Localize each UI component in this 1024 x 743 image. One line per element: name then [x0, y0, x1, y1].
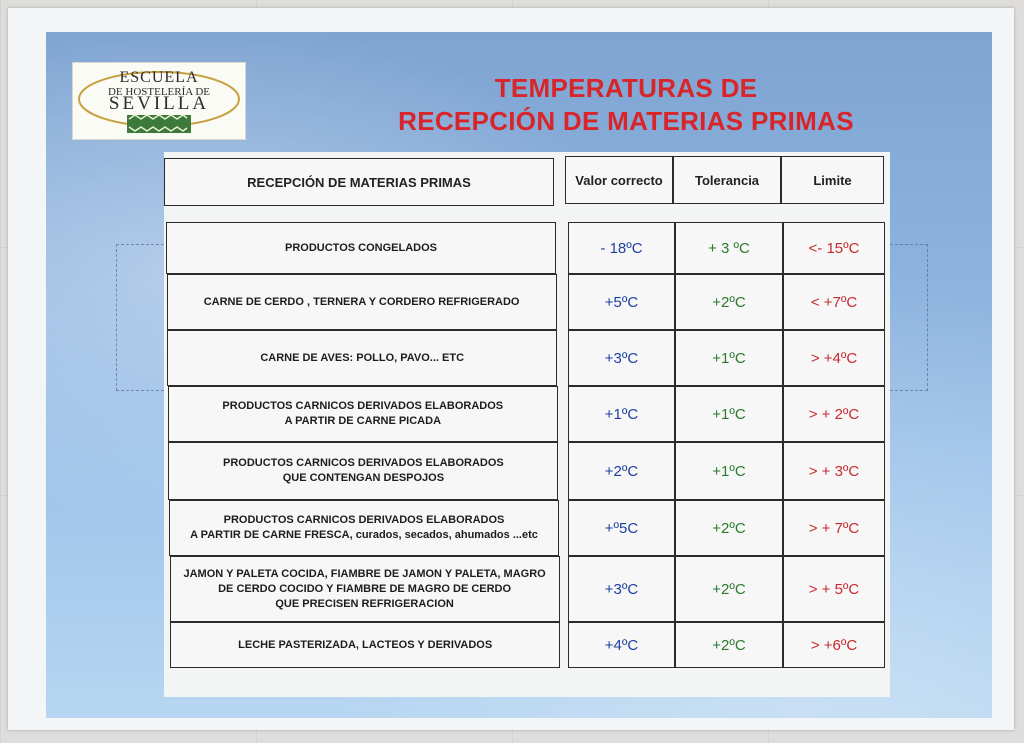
header-limit: Limite	[781, 156, 884, 204]
product-text-line: JAMON Y PALETA COCIDA, FIAMBRE DE JAMON …	[183, 567, 546, 580]
table-row-tolerance-value: +2ºC	[675, 500, 783, 556]
product-text-line: A PARTIR DE CARNE PICADA	[284, 415, 442, 427]
table-row-correct-value: - 18ºC	[568, 222, 675, 274]
logo-text-line3: SEVILLA	[108, 93, 210, 114]
header-correct-value: Valor correcto	[565, 156, 673, 204]
table-row-tolerance-value: +1ºC	[675, 330, 783, 386]
table-row-limit-value: > +4ºC	[783, 330, 885, 386]
table-row-product: PRODUCTOS CARNICOS DERIVADOS ELABORADOS Q…	[168, 442, 559, 500]
table-row-tolerance-value: +1ºC	[675, 442, 783, 500]
table-row-tolerance-value: +1ºC	[675, 386, 783, 442]
table-row-tolerance-value: + 3 ºC	[675, 222, 783, 274]
table-row-limit-value: > + 3ºC	[783, 442, 885, 500]
logo-emblem-icon	[78, 71, 240, 133]
table-row-product: PRODUCTOS CARNICOS DERIVADOS ELABORADOS A…	[167, 386, 558, 442]
title-line1: TEMPERATURAS DE	[494, 73, 758, 103]
product-text-line: CARNE DE AVES: POLLO, PAVO... ETC	[260, 351, 465, 364]
table-row-tolerance-value: +2ºC	[675, 622, 783, 668]
product-text-line: PRODUCTOS CARNICOS DERIVADOS ELABORADOS	[222, 400, 504, 412]
product-text-line: CARNE DE CERDO , TERNERA Y CORDERO REFRI…	[203, 295, 520, 308]
laminated-sheet: ESCUELA DE HOSTELERÍA DE SEVILLA TEMPERA…	[8, 8, 1014, 730]
product-text-line: DE CERDO COCIDO Y FIAMBRE DE MAGRO DE CE…	[218, 582, 512, 595]
product-text-line: PRODUCTOS CARNICOS DERIVADOS ELABORADOS	[223, 457, 504, 469]
table-row-correct-value: +3ºC	[568, 556, 675, 622]
table-row-limit-value: < +7ºC	[783, 274, 885, 330]
table-row-product: CARNE DE AVES: POLLO, PAVO... ETC	[167, 330, 558, 386]
table-row-correct-value: +5ºC	[568, 274, 675, 330]
table-row-product: JAMON Y PALETA COCIDA, FIAMBRE DE JAMON …	[169, 556, 560, 622]
product-text-line: QUE PRECISEN REFRIGERACION	[275, 597, 454, 610]
header-product: RECEPCIÓN DE MATERIAS PRIMAS	[164, 158, 554, 206]
table-row-limit-value: > + 2ºC	[783, 386, 885, 442]
poster: ESCUELA DE HOSTELERÍA DE SEVILLA TEMPERA…	[46, 32, 992, 718]
product-text-line: PRODUCTOS CONGELADOS	[285, 241, 437, 254]
logo-text-line2: DE HOSTELERÍA DE	[107, 86, 211, 98]
product-text-line: QUE CONTENGAN DESPOJOS	[282, 472, 445, 484]
table-row-product: LECHE PASTERIZADA, LACTEOS Y DERIVADOS	[170, 622, 561, 668]
table-row-tolerance-value: +2ºC	[675, 274, 783, 330]
product-text-line: PRODUCTOS CARNICOS DERIVADOS ELABORADOS	[223, 514, 505, 526]
table-row-limit-value: <- 15ºC	[783, 222, 885, 274]
table-row-limit-value: > + 7ºC	[783, 500, 885, 556]
table-row-limit-value: > +6ºC	[783, 622, 885, 668]
title-line2: RECEPCIÓN DE MATERIAS PRIMAS	[398, 106, 854, 136]
table-row-tolerance-value: +2ºC	[675, 556, 783, 622]
table-row-correct-value: +3ºC	[568, 330, 675, 386]
table-row-product: PRODUCTOS CONGELADOS	[166, 222, 556, 274]
table-row-correct-value: +1ºC	[568, 386, 675, 442]
table-row-correct-value: +º5C	[568, 500, 675, 556]
table-row-product: PRODUCTOS CARNICOS DERIVADOS ELABORADOS A…	[169, 500, 559, 556]
product-text-line: LECHE PASTERIZADA, LACTEOS Y DERIVADOS	[238, 638, 493, 651]
table-row-product: CARNE DE CERDO , TERNERA Y CORDERO REFRI…	[166, 274, 557, 330]
table-row-correct-value: +2ºC	[568, 442, 675, 500]
school-logo: ESCUELA DE HOSTELERÍA DE SEVILLA	[72, 62, 246, 140]
logo-text-line1: ESCUELA	[119, 69, 199, 86]
table-row-limit-value: > + 5ºC	[783, 556, 885, 622]
table-row-correct-value: +4ºC	[568, 622, 675, 668]
poster-title: TEMPERATURAS DE RECEPCIÓN DE MATERIAS PR…	[346, 72, 906, 138]
header-tolerance: Tolerancia	[673, 156, 781, 204]
product-text-line: A PARTIR DE CARNE FRESCA, curados, secad…	[190, 529, 538, 541]
